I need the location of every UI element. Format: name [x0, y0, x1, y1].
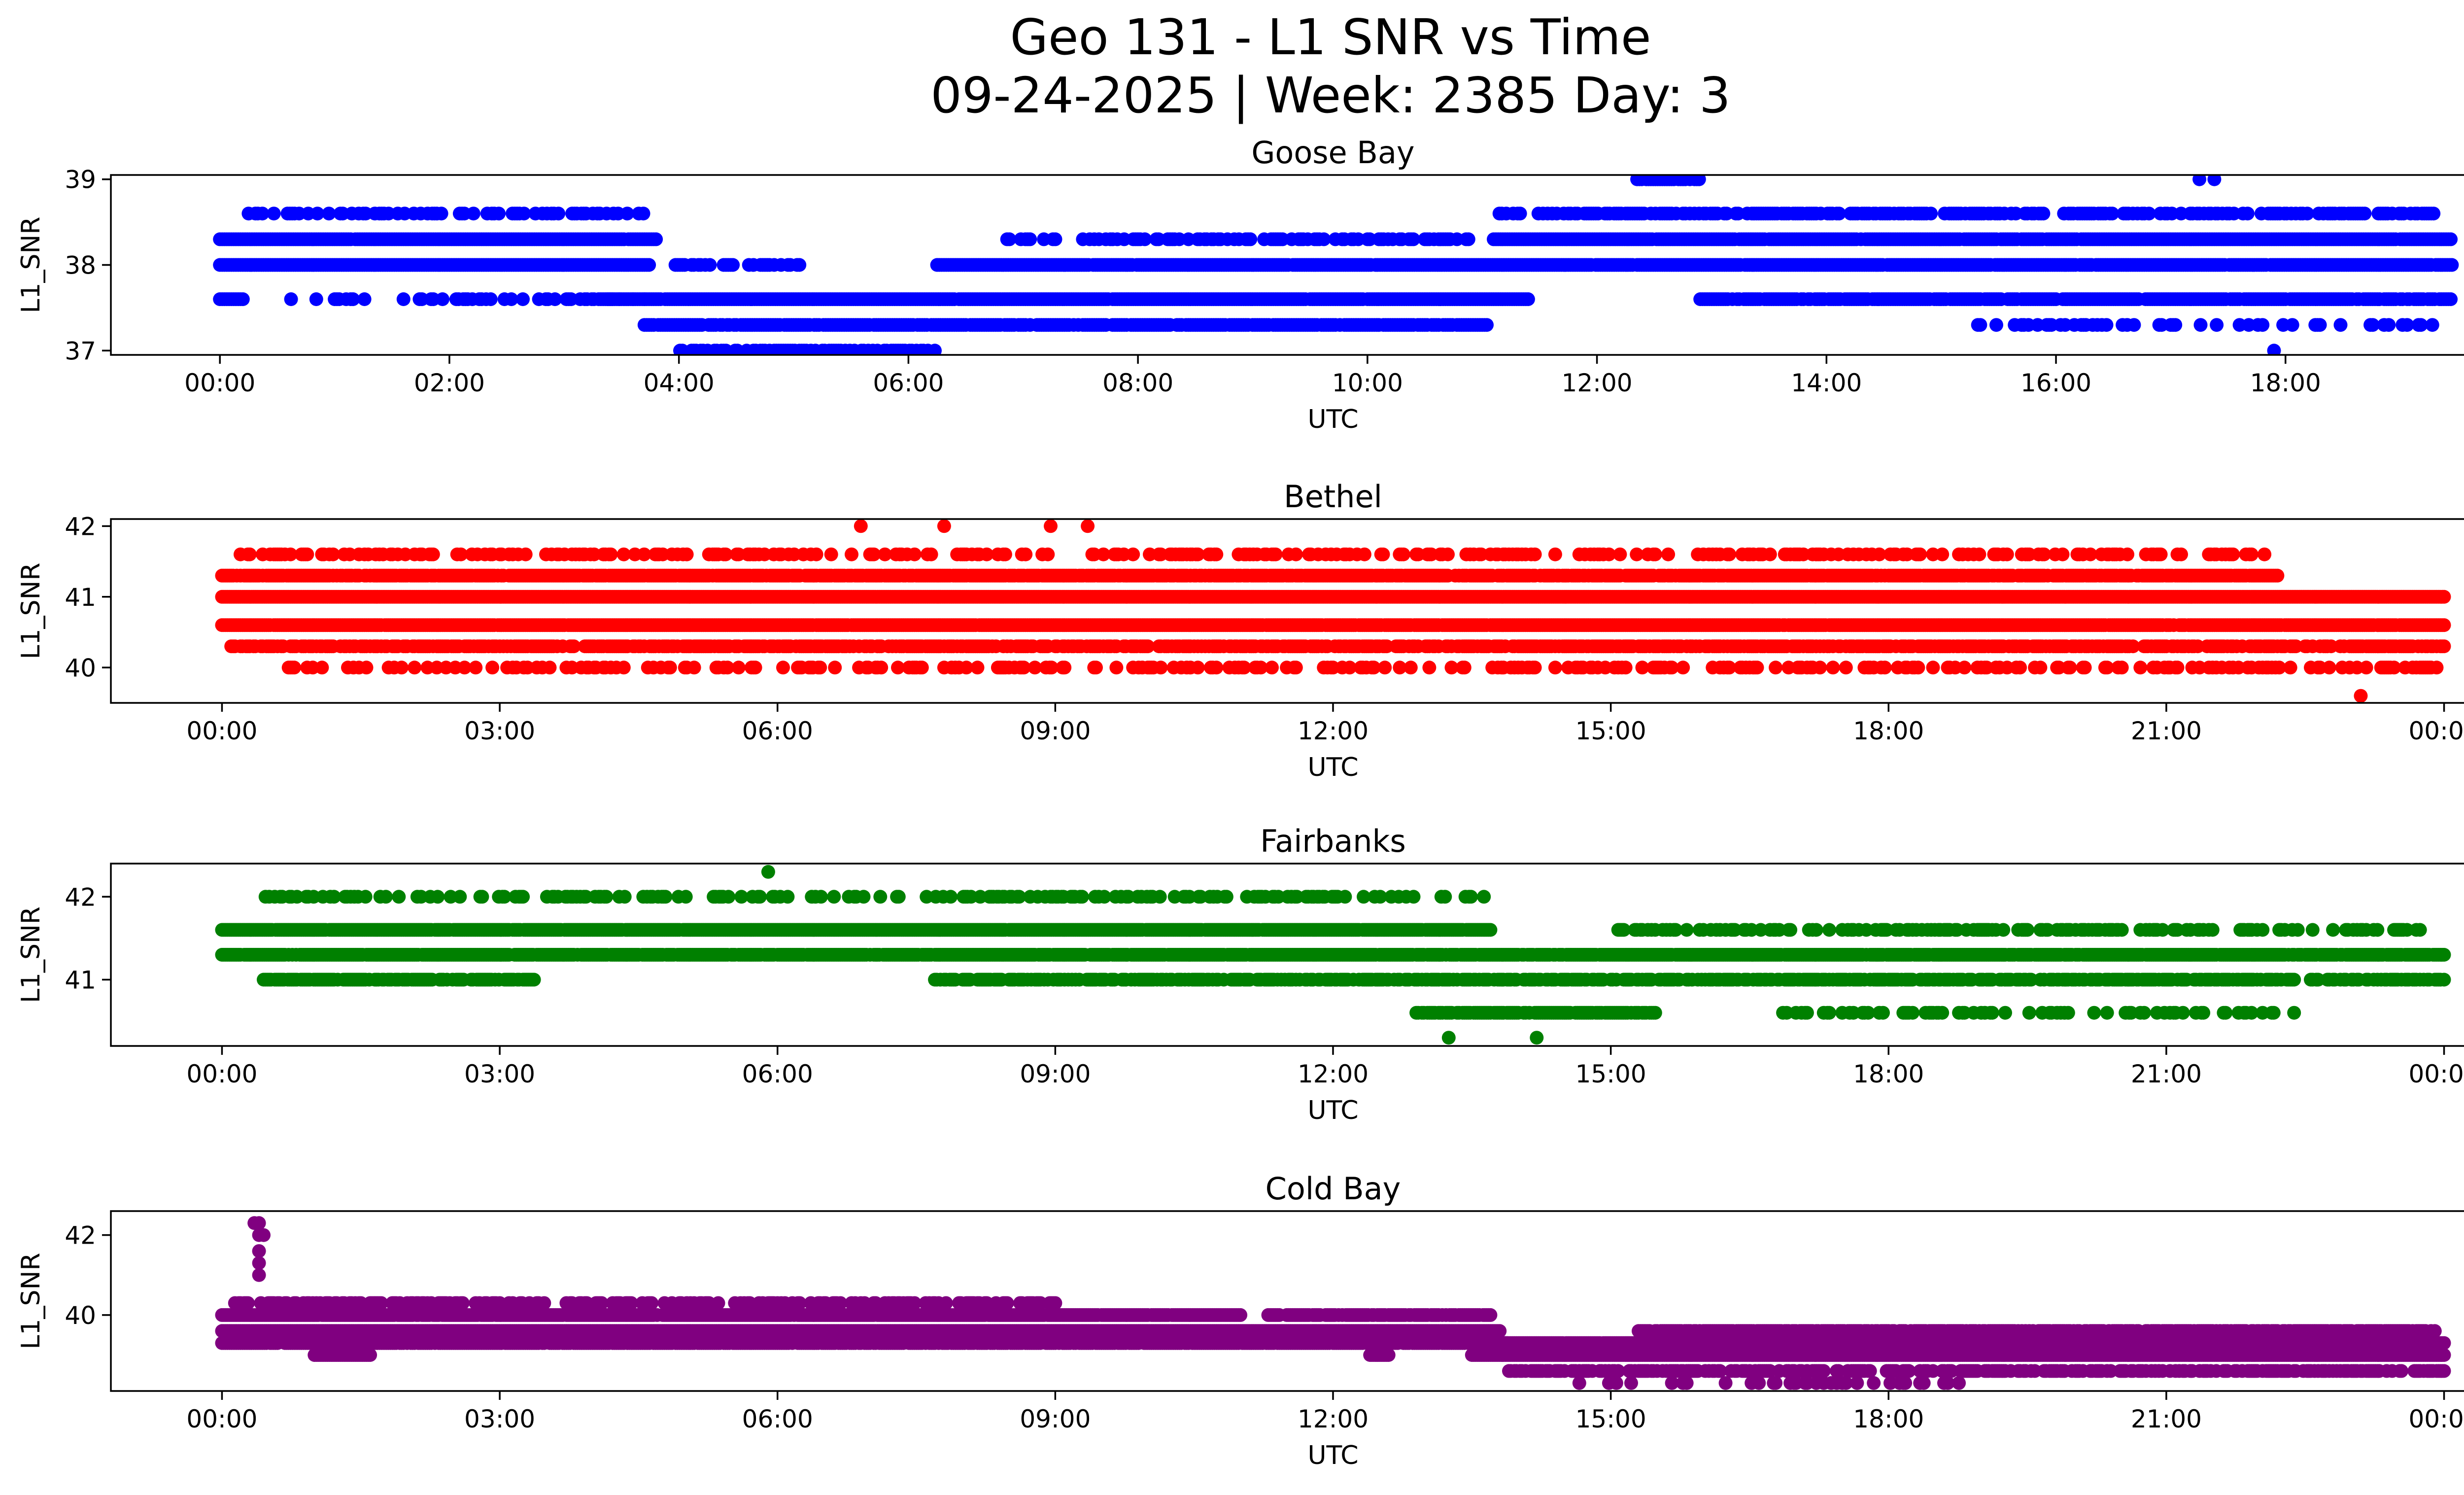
goose-bay-point — [2333, 318, 2348, 332]
goose-bay-point — [466, 207, 480, 221]
goose-bay-point — [1002, 232, 1017, 246]
goose-bay-point — [1048, 232, 1062, 246]
goose-bay-point — [2285, 318, 2299, 332]
goose-bay-ytick-label: 38 — [65, 251, 96, 280]
goose-bay-point — [792, 258, 807, 272]
goose-bay-xtick-label: 00:00 — [184, 369, 255, 397]
goose-bay-point — [309, 292, 323, 306]
goose-bay-point — [284, 292, 298, 306]
goose-bay-xlabel: UTC — [1307, 405, 1358, 434]
goose-bay-point — [551, 207, 566, 221]
goose-bay-point — [357, 292, 372, 306]
goose-bay-point — [703, 258, 717, 272]
goose-bay-point — [1832, 207, 1846, 221]
goose-bay-ylabel: L1_SNR — [16, 216, 46, 313]
goose-bay-point — [1023, 232, 1037, 246]
goose-bay-point — [236, 292, 250, 306]
goose-bay-point — [2313, 318, 2327, 332]
goose-bay-point — [2099, 318, 2114, 332]
goose-bay-point — [1406, 232, 1420, 246]
goose-bay-point — [1924, 207, 1938, 221]
goose-bay-point — [2444, 232, 2458, 246]
goose-bay-ytick-label: 37 — [65, 337, 96, 365]
goose-bay-point — [2444, 292, 2458, 306]
goose-bay-point — [928, 344, 942, 355]
goose-bay-point — [2168, 318, 2183, 332]
goose-bay-point — [2193, 318, 2208, 332]
goose-bay-point — [2207, 175, 2222, 186]
goose-bay-point — [396, 292, 411, 306]
panel-goose-bay: Goose Bay 00:00 02:00 04:00 06:00 08:00 10:00 1… — [16, 135, 2464, 434]
goose-bay-point — [310, 207, 325, 221]
goose-bay-xtick-label: 16:00 — [2020, 369, 2091, 397]
goose-bay-data-points — [213, 175, 2459, 355]
goose-bay-point — [2414, 318, 2428, 332]
goose-bay-xtick-label: 08:00 — [1102, 369, 1173, 397]
goose-bay-point — [1317, 232, 1331, 246]
goose-bay-point — [2382, 318, 2396, 332]
goose-bay-point — [1521, 292, 1535, 306]
bethel-title: Bethel — [1284, 479, 1382, 515]
goose-bay-point — [504, 292, 518, 306]
goose-bay-point — [1513, 207, 1527, 221]
goose-bay-point — [636, 207, 650, 221]
goose-bay-point — [2358, 207, 2372, 221]
goose-bay-point — [1692, 175, 1706, 186]
goose-bay-point — [517, 207, 531, 221]
goose-bay-point — [434, 207, 448, 221]
goose-bay-point — [1138, 232, 1152, 246]
goose-bay-point — [726, 258, 740, 272]
goose-bay-point — [2192, 175, 2207, 186]
goose-bay-point — [2425, 318, 2439, 332]
goose-bay-point — [492, 207, 506, 221]
goose-bay-point — [2365, 318, 2380, 332]
bethel-data-points — [215, 519, 2451, 703]
goose-bay-point — [267, 207, 281, 221]
goose-bay-point — [346, 292, 360, 306]
goose-bay-point — [516, 292, 530, 306]
goose-bay-point — [1243, 232, 1258, 246]
goose-bay-xtick-label: 14:00 — [1791, 369, 1862, 397]
goose-bay-point — [620, 207, 634, 221]
goose-bay-xtick-label: 10:00 — [1332, 369, 1403, 397]
goose-bay-point — [2267, 344, 2281, 355]
goose-bay-point — [649, 232, 663, 246]
goose-bay-point — [2036, 207, 2051, 221]
goose-bay-point — [2300, 207, 2314, 221]
goose-bay-xtick-label: 06:00 — [873, 369, 944, 397]
goose-bay-title: Goose Bay — [1251, 135, 1414, 171]
goose-bay-point — [548, 292, 562, 306]
goose-bay-xtick-label: 04:00 — [644, 369, 715, 397]
goose-bay-point — [642, 258, 656, 272]
goose-bay-point — [2445, 258, 2459, 272]
goose-bay-point — [1989, 318, 2003, 332]
goose-bay-xtick-label: 02:00 — [414, 369, 485, 397]
goose-bay-ytick-label: 39 — [65, 166, 96, 194]
bethel-point — [2437, 590, 2451, 604]
goose-bay-point — [2256, 318, 2270, 332]
goose-bay-point — [2427, 207, 2441, 221]
goose-bay-point — [2142, 207, 2156, 221]
goose-bay-point — [1461, 232, 1475, 246]
goose-bay-point — [2105, 207, 2120, 221]
goose-bay-point — [255, 207, 270, 221]
goose-bay-point — [2127, 318, 2141, 332]
goose-bay-point — [2400, 318, 2414, 332]
goose-bay-point — [1973, 318, 1987, 332]
goose-bay-point — [483, 292, 498, 306]
goose-bay-point — [322, 207, 336, 221]
figure-title-line2: 09-24-2025 | Week: 2385 Day: 3 — [930, 67, 1730, 124]
figure-title-line1: Geo 131 - L1 SNR vs Time — [1010, 8, 1651, 66]
goose-bay-point — [436, 292, 449, 306]
goose-bay-point — [2240, 207, 2255, 221]
goose-bay-point — [1480, 318, 1494, 332]
goose-bay-point — [2210, 318, 2224, 332]
goose-bay-xtick-label: 12:00 — [1562, 369, 1633, 397]
goose-bay-xtick-label: 18:00 — [2250, 369, 2321, 397]
